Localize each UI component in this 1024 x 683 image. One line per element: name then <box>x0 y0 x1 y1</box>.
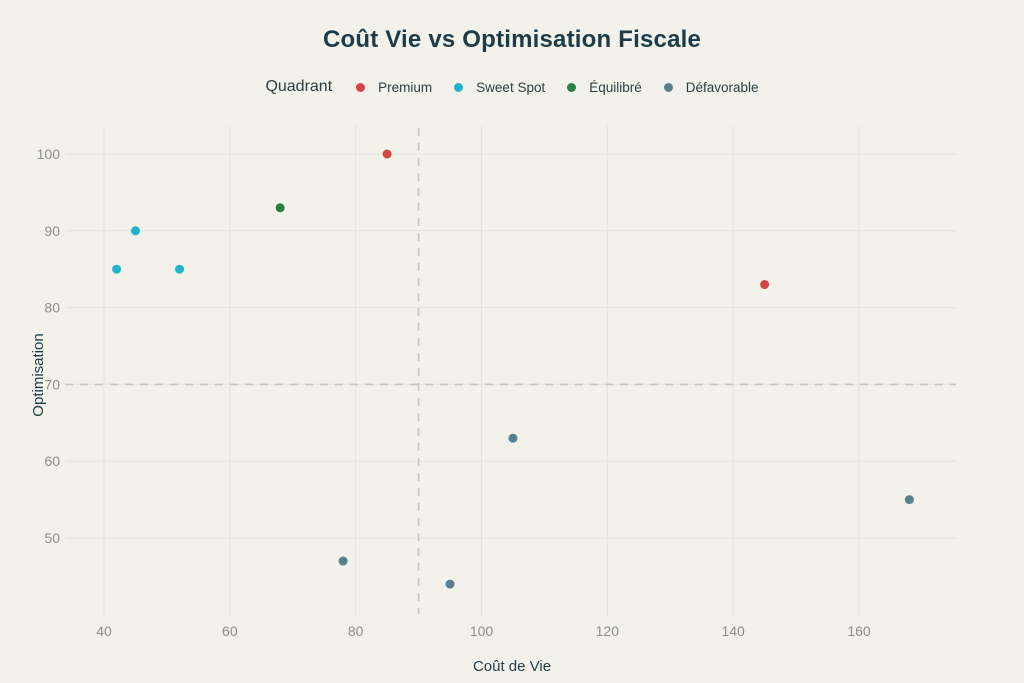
y-tick-label: 90 <box>44 223 60 239</box>
data-point-défavorable[interactable] <box>338 556 348 566</box>
x-tick-label: 160 <box>847 623 871 639</box>
reference-lines <box>65 128 956 614</box>
legend-label: Sweet Spot <box>476 79 546 95</box>
x-tick-label: 140 <box>721 623 745 639</box>
data-point-premium[interactable] <box>382 149 392 159</box>
legend-dot <box>663 82 673 92</box>
x-tick-label: 40 <box>96 623 112 639</box>
y-axis-title: Optimisation <box>30 333 47 416</box>
legend-item-équilibré[interactable]: Équilibré <box>567 80 642 95</box>
data-points <box>112 149 914 589</box>
y-tick-label: 80 <box>44 300 60 316</box>
legend-dot <box>454 82 464 92</box>
tick-labels: 40 60 80 100 120 140 160 50 60 70 80 90 100 <box>37 146 871 639</box>
data-point-défavorable[interactable] <box>904 495 914 505</box>
legend-label: Premium <box>378 79 433 95</box>
x-tick-label: 120 <box>596 623 620 639</box>
legend: Quadrant Premium Sweet Spot Équilibré Défav… <box>0 78 1024 96</box>
legend-label: Défavorable <box>685 79 759 95</box>
legend-item-premium[interactable]: Premium <box>356 80 432 95</box>
legend-title: Quadrant <box>265 78 333 95</box>
legend-item-sweet-spot[interactable]: Sweet Spot <box>454 80 545 95</box>
data-point-équilibré[interactable] <box>275 203 285 213</box>
y-tick-label: 70 <box>44 376 60 392</box>
y-tick-label: 60 <box>44 453 60 469</box>
data-point-premium[interactable] <box>760 280 770 290</box>
x-axis-title: Coût de Vie <box>473 658 551 675</box>
legend-dot <box>567 82 577 92</box>
y-tick-label: 100 <box>37 146 61 162</box>
data-point-sweet-spot[interactable] <box>130 226 140 236</box>
data-point-défavorable[interactable] <box>508 433 518 443</box>
y-tick-label: 50 <box>44 530 60 546</box>
x-tick-label: 100 <box>470 623 494 639</box>
gridlines <box>66 126 956 616</box>
x-tick-label: 60 <box>222 623 238 639</box>
x-tick-label: 80 <box>348 623 364 639</box>
data-point-sweet-spot[interactable] <box>112 264 122 274</box>
chart-title: Coût Vie vs Optimisation Fiscale <box>322 26 702 53</box>
legend-label: Équilibré <box>589 79 642 95</box>
data-point-défavorable[interactable] <box>445 579 455 589</box>
data-point-sweet-spot[interactable] <box>175 264 184 274</box>
legend-dot <box>356 82 366 92</box>
legend-item-défavorable[interactable]: Défavorable <box>663 79 759 95</box>
